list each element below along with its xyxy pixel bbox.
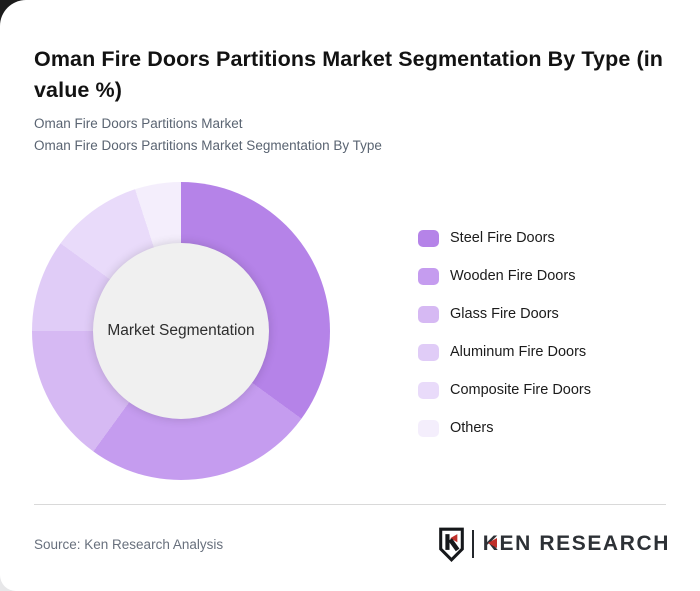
subtitle-line-2: Oman Fire Doors Partitions Market Segmen… [34,137,382,153]
subtitle-line-1: Oman Fire Doors Partitions Market [34,116,243,131]
legend-swatch [418,268,439,285]
legend-label: Aluminum Fire Doors [450,344,587,360]
legend-label: Steel Fire Doors [450,230,555,246]
donut-chart: Market Segmentation [32,182,330,480]
donut-center-label: Market Segmentation [107,322,255,339]
shield-k-icon [438,527,464,562]
legend-swatch [418,306,439,323]
logo-k-accent-icon [487,538,497,548]
legend-item: Composite Fire Doors [418,382,591,399]
logo-wordmark: KEN RESEARCH [482,532,670,555]
donut-center: Market Segmentation [93,243,269,419]
subtitle-block: Oman Fire Doors Partitions Market Oman F… [34,113,382,156]
legend-item: Wooden Fire Doors [418,268,591,285]
legend-label: Glass Fire Doors [450,306,559,322]
logo-separator [471,530,474,558]
legend-swatch [418,230,439,247]
chart-legend: Steel Fire Doors Wooden Fire Doors Glass… [418,230,591,458]
footer-divider [34,504,666,505]
legend-swatch [418,382,439,399]
legend-item: Glass Fire Doors [418,306,591,323]
source-note: Source: Ken Research Analysis [34,537,224,552]
legend-item: Aluminum Fire Doors [418,344,591,361]
legend-label: Others [450,420,494,436]
legend-label: Composite Fire Doors [450,382,592,398]
legend-item: Steel Fire Doors [418,230,591,247]
legend-item: Others [418,420,591,437]
legend-swatch [418,344,439,361]
ken-research-logo: KEN RESEARCH [438,526,670,562]
legend-swatch [418,420,439,437]
page-title: Oman Fire Doors Partitions Market Segmen… [34,47,664,103]
legend-label: Wooden Fire Doors [450,268,576,284]
